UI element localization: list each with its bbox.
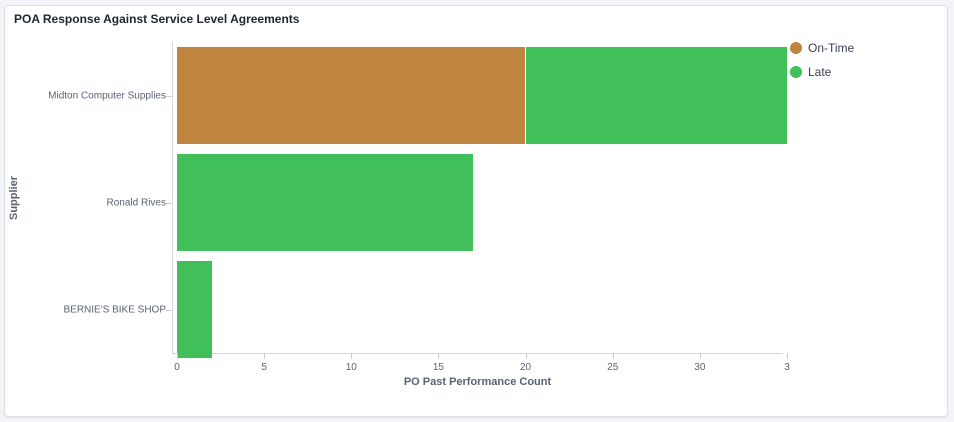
x-tick-mark bbox=[787, 353, 788, 359]
x-tick-mark bbox=[699, 353, 701, 359]
bar-late[interactable] bbox=[177, 154, 474, 251]
bar-late[interactable] bbox=[525, 47, 787, 144]
x-tick-label: 10 bbox=[345, 362, 357, 373]
x-axis-line bbox=[172, 353, 783, 354]
x-tick-label: 5 bbox=[261, 362, 267, 373]
x-tick-label: 30 bbox=[694, 362, 706, 373]
bar-on-time[interactable] bbox=[177, 47, 525, 144]
x-tick-label: 25 bbox=[607, 362, 619, 373]
x-tick-mark bbox=[264, 353, 266, 359]
legend-dot-icon bbox=[790, 66, 802, 78]
x-tick-label: 15 bbox=[432, 362, 444, 373]
legend-item-late[interactable]: Late bbox=[790, 60, 854, 84]
x-tick-mark bbox=[177, 353, 178, 359]
chart-title: POA Response Against Service Level Agree… bbox=[14, 12, 300, 26]
y-tick-label: Ronald Rives bbox=[106, 197, 166, 208]
y-tick-mark bbox=[166, 202, 172, 204]
y-tick-label: BERNIE'S BIKE SHOP bbox=[63, 304, 167, 315]
legend-label: On-Time bbox=[808, 41, 855, 55]
x-axis-title: PO Past Performance Count bbox=[403, 376, 552, 388]
y-axis-title: Supplier bbox=[8, 175, 20, 221]
legend-item-on-time[interactable]: On-Time bbox=[790, 36, 854, 60]
bar-late[interactable] bbox=[177, 261, 212, 358]
legend: On-Time Late bbox=[790, 36, 854, 84]
y-tick-label: Midton Computer Supplies bbox=[48, 90, 166, 101]
x-tick-mark bbox=[438, 353, 440, 359]
x-tick-label: 3 bbox=[784, 362, 790, 373]
x-tick-mark bbox=[612, 353, 614, 359]
y-tick-mark bbox=[166, 95, 172, 97]
legend-dot-icon bbox=[790, 42, 802, 54]
legend-label: Late bbox=[808, 65, 832, 79]
x-tick-mark bbox=[525, 353, 527, 359]
y-axis-line bbox=[172, 42, 173, 354]
x-tick-mark bbox=[351, 353, 353, 359]
x-tick-label: 20 bbox=[520, 362, 532, 373]
x-tick-label: 0 bbox=[174, 362, 180, 373]
y-tick-mark bbox=[166, 309, 172, 311]
